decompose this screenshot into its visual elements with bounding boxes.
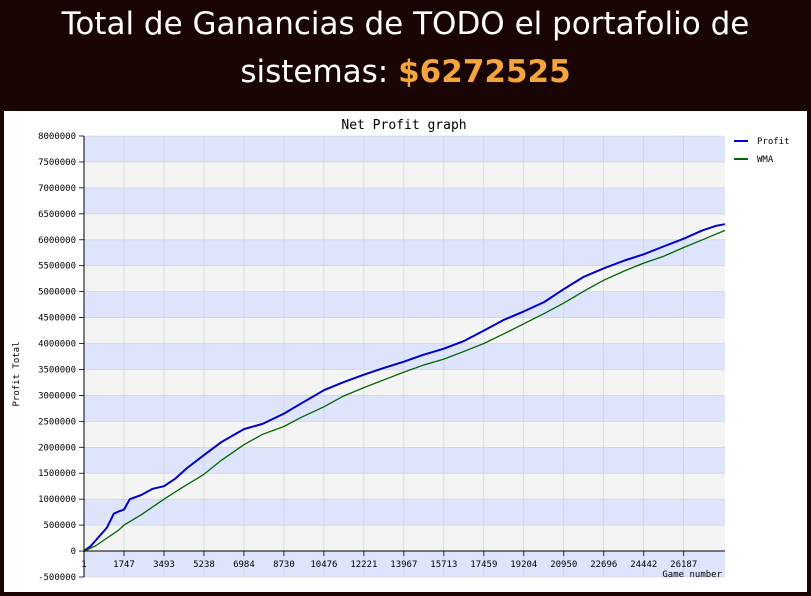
y-tick-label: 0: [71, 547, 76, 557]
page-header: Total de Ganancias de TODO el portafolio…: [0, 0, 811, 108]
y-tick-label: 7000000: [38, 184, 76, 194]
legend-label-profit: Profit: [757, 137, 790, 147]
x-tick-label: 12221: [350, 560, 377, 570]
x-tick-label: 5238: [193, 560, 215, 570]
header-title-line1: Total de Ganancias de TODO el portafolio…: [61, 6, 750, 42]
header-title-prefix: sistemas:: [240, 54, 399, 90]
chart-panel: Net Profit graph Profit Total Game numbe…: [4, 111, 807, 592]
y-axis-ticks: -500000 0 500000 1000000 1500000 2000000 25000…: [38, 132, 84, 583]
grid-band: [84, 317, 725, 344]
grid-band: [84, 499, 725, 526]
x-tick-label: 24442: [630, 560, 657, 570]
y-tick-label: 4500000: [38, 314, 76, 324]
y-axis-label: Profit Total: [12, 341, 22, 406]
y-tick-label: 3500000: [38, 365, 76, 375]
net-profit-chart: Net Profit graph Profit Total Game numbe…: [12, 118, 790, 583]
x-tick-label: 13967: [390, 560, 417, 570]
x-tick-label: 26187: [670, 560, 697, 570]
y-tick-label: 2500000: [38, 417, 76, 427]
grid-band: [84, 395, 725, 422]
grid-band: [84, 473, 725, 500]
x-tick-label: 20950: [550, 560, 577, 570]
x-tick-label: 19204: [510, 560, 537, 570]
x-axis-label: Game number: [662, 570, 722, 580]
y-tick-label: 3000000: [38, 391, 76, 401]
y-tick-label: 5000000: [38, 288, 76, 298]
series-lines: [83, 223, 726, 552]
x-tick-label: 17459: [470, 560, 497, 570]
grid-bands: [84, 136, 725, 577]
x-tick-label: 22696: [590, 560, 617, 570]
y-tick-label: -500000: [38, 573, 76, 583]
y-tick-label: 6000000: [38, 236, 76, 246]
header-title-line2: sistemas: $6272525: [0, 48, 811, 96]
grid-band: [84, 525, 725, 552]
grid-band: [84, 239, 725, 266]
grid-band: [84, 265, 725, 292]
x-tick-label: 10476: [310, 560, 337, 570]
grid-band: [84, 421, 725, 448]
grid-band: [84, 213, 725, 240]
grid-band: [84, 369, 725, 396]
grid-band: [84, 343, 725, 370]
x-tick-label: 1747: [113, 560, 135, 570]
y-tick-label: 4000000: [38, 340, 76, 350]
grid-band: [84, 447, 725, 474]
y-tick-label: 7500000: [38, 158, 76, 168]
x-axis-ticks: 1174734935238698487301047612221139671571…: [81, 551, 697, 570]
legend-label-wma: WMA: [757, 155, 774, 165]
x-tick-label: 6984: [233, 560, 255, 570]
x-tick-label: 3493: [153, 560, 175, 570]
y-tick-label: 1500000: [38, 469, 76, 479]
grid-band: [84, 187, 725, 214]
y-tick-label: 2000000: [38, 443, 76, 453]
grid-band: [84, 161, 725, 188]
series-line-wma: [83, 229, 726, 552]
x-tick-label: 8730: [273, 560, 295, 570]
grid-band: [84, 136, 725, 162]
series-line-profit: [83, 223, 726, 552]
y-tick-label: 1000000: [38, 495, 76, 505]
y-tick-label: 5500000: [38, 262, 76, 272]
y-tick-label: 8000000: [38, 132, 76, 142]
grid-band: [84, 291, 725, 318]
grid-band: [84, 551, 725, 577]
y-tick-label: 6500000: [38, 210, 76, 220]
chart-title: Net Profit graph: [341, 118, 466, 133]
axes: [83, 136, 725, 577]
legend: Profit WMA: [734, 137, 790, 165]
y-tick-label: 500000: [43, 521, 76, 531]
x-tick-label: 15713: [430, 560, 457, 570]
total-amount: $6272525: [398, 54, 571, 90]
